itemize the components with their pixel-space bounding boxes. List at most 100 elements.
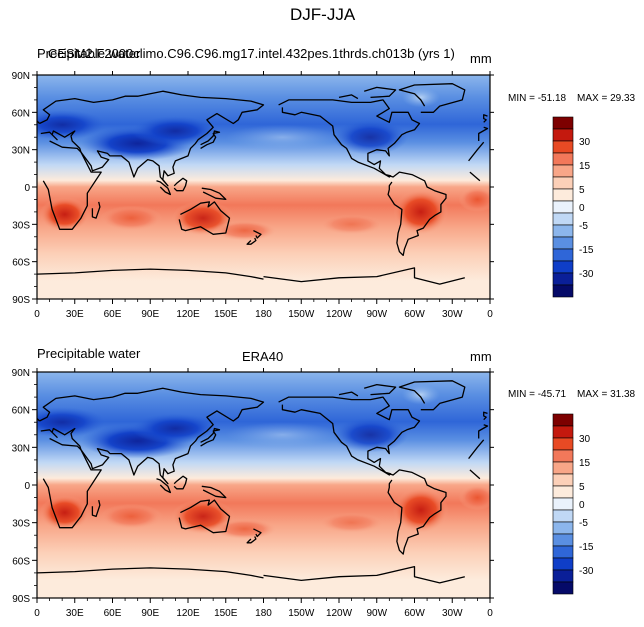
colorbar-box [552,116,574,130]
colorbar-box [552,509,574,523]
colorbar-box [552,140,574,154]
colorbar-box [552,152,574,166]
coastline [253,528,262,538]
map-field [37,372,490,598]
coastline [201,187,227,201]
x-tick-label: 120W [326,608,353,619]
x-tick-label: 90W [366,608,387,619]
colorbar-box [552,449,574,463]
colorbar-box [552,497,574,511]
coastline [387,171,447,257]
y-tick-label: 90S [12,295,30,306]
colorbar-box [552,545,574,559]
x-tick-label: 60W [404,309,425,320]
colorbar-box [552,236,574,250]
x-tick-label: 180 [255,309,272,320]
colorbar-box [552,284,574,298]
colorbar-label: 0 [579,203,585,214]
x-tick-label: 30E [66,608,84,619]
coastline [200,130,221,149]
coastline [278,99,421,178]
panel2-map: 0 30E 60E 90E 120E 150E 180 150W 120W 90W 60W 30W 09… [12,368,494,619]
field-background [37,372,490,598]
panel2-left-title: Precipitable water [37,346,141,361]
field-blob [401,87,440,108]
field-blob [332,119,409,155]
x-tick-label: 150W [288,608,315,619]
y-tick-label: 30N [12,443,30,454]
colorbar-box [552,569,574,583]
colorbar-box [552,260,574,274]
x-tick-label: 60W [404,608,425,619]
colorbar-label: 5 [579,185,585,196]
y-tick-label: 60N [12,108,30,119]
coastline [246,536,257,544]
coastline [201,485,227,499]
coastline [178,499,231,534]
field-blob [320,214,384,235]
colorbar-box [552,188,574,202]
coastline [246,237,257,245]
field-background [37,75,490,299]
field-blob [401,384,440,405]
colorbar-label: 30 [579,434,591,445]
field-blob [131,413,220,444]
y-tick-label: 90N [12,368,30,379]
field-blob [458,485,490,511]
x-tick-label: 150E [214,309,238,320]
field-blob [320,512,384,533]
coastline [387,469,447,555]
colorbar-box [552,164,574,178]
colorbar-box [552,212,574,226]
y-tick-label: 0 [24,183,30,194]
colorbar-label: 15 [579,458,591,469]
colorbar-box [552,224,574,238]
colorbar-box [552,437,574,451]
colorbar-label: 30 [579,137,591,148]
field-blob [99,503,163,529]
colorbar-box [552,581,574,595]
field-blob [458,187,490,212]
x-tick-label: 180 [255,608,272,619]
coastline [364,383,397,396]
field-blob [393,189,449,235]
colorbar-box [552,176,574,190]
x-tick-label: 90W [366,309,387,320]
x-tick-label: 0 [34,309,40,320]
field-blob [332,417,409,453]
x-tick-label: 120E [176,309,200,320]
field-blob [225,124,339,150]
x-tick-label: 0 [34,608,40,619]
x-tick-label: 30E [66,309,84,320]
colorbar-box [552,533,574,547]
y-tick-label: 30S [12,220,30,231]
panel2-min-label: MIN = -45.71 [508,389,567,400]
x-tick-label: 0 [487,608,493,619]
y-tick-label: 0 [24,481,30,492]
colorbar-label: -30 [579,566,594,577]
coastline [338,94,359,100]
colorbar-label: 15 [579,161,591,172]
colorbar-box [552,557,574,571]
colorbar-box [552,272,574,286]
x-tick-label: 150E [214,608,238,619]
y-tick-label: 30N [12,146,30,157]
colorbar-box [552,200,574,214]
coastline [173,177,188,192]
coastline [37,267,465,285]
coastline [156,478,172,494]
panel2-colorbar: 30 15 5 0 -5 -15 -30 [552,413,594,595]
colorbar-box [552,461,574,475]
coastline [338,391,359,397]
coastline [37,565,465,584]
colorbar-label: -30 [579,269,594,280]
panel2-units: mm [470,349,492,364]
coastline [253,230,262,239]
colorbar-box [552,413,574,427]
colorbar-box [552,128,574,142]
coastline [364,86,397,99]
panel1-left-title: Precipitable water [37,46,141,61]
figure-title: DJF-JJA [290,5,356,24]
coastline [39,90,489,187]
